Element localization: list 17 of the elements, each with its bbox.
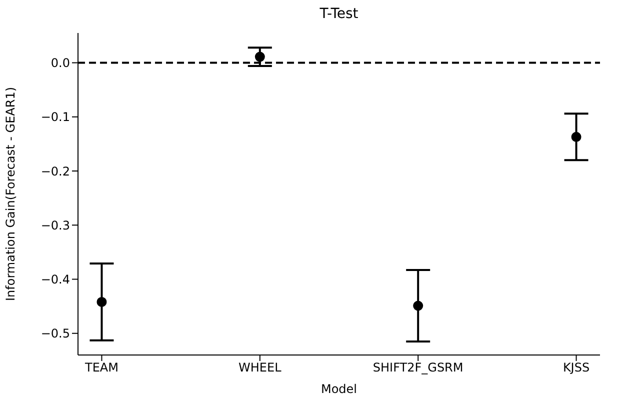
x-tick-label: TEAM <box>84 360 118 375</box>
point <box>254 52 265 62</box>
y-tick-label: −0.4 <box>40 272 70 286</box>
y-tick-label: −0.1 <box>40 110 70 124</box>
y-tick-label: 0.0 <box>50 56 70 70</box>
point <box>571 132 582 142</box>
y-axis-title: Information Gain(Forecast - GEAR1) <box>3 86 18 302</box>
y-tick-label: −0.3 <box>40 218 70 232</box>
point <box>96 296 107 307</box>
x-tick-label: KJSS <box>562 360 590 375</box>
y-tick-label: −0.2 <box>40 164 70 178</box>
x-axis-title: Model <box>320 382 358 396</box>
chart-title: T-Test <box>318 5 360 24</box>
x-tick-label: SHIFT2F_GSRM <box>372 360 464 375</box>
x-tick-label: WHEEL <box>238 360 282 375</box>
y-tick-label: −0.5 <box>40 326 70 341</box>
point <box>413 300 424 311</box>
